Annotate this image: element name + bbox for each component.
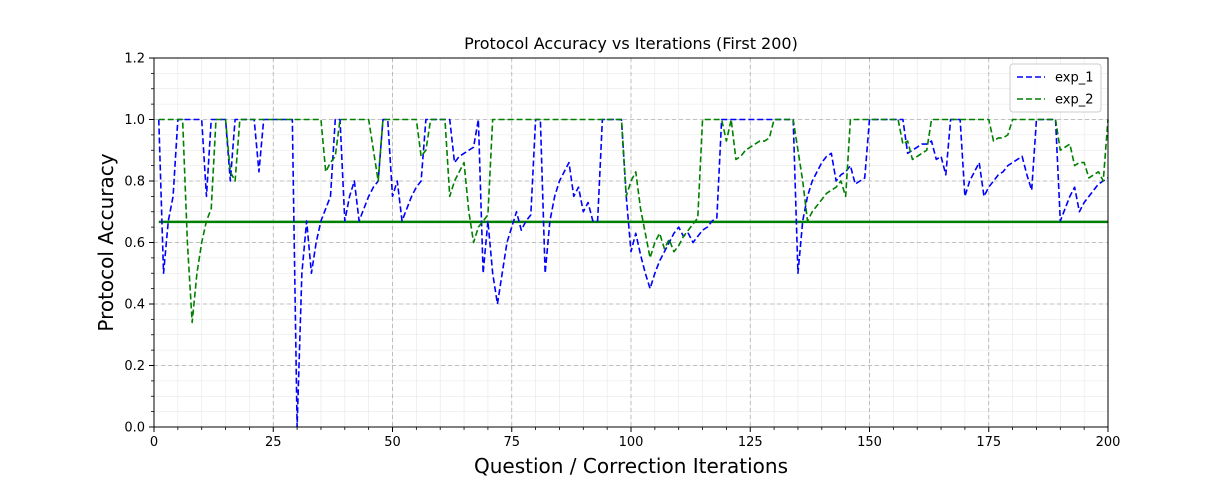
series-layer [157, 118, 1109, 428]
legend-label: exp_1 [1055, 71, 1094, 86]
y-tick-label: 1.2 [124, 52, 145, 67]
x-tick-label: 25 [265, 435, 282, 450]
y-axis-title: Protocol Accuracy [94, 153, 118, 331]
y-tick-label: 0.6 [124, 236, 145, 251]
legend: exp_1 exp_2 [1009, 63, 1102, 113]
x-tick-label: 175 [976, 435, 1001, 450]
x-tick-label: 75 [503, 435, 520, 450]
y-tick-label: 0.4 [124, 298, 145, 313]
legend-box [1009, 63, 1102, 113]
x-tick-label: 100 [619, 435, 644, 450]
y-tick-label: 1.0 [124, 113, 145, 128]
x-axis-title: Question / Correction Iterations [474, 454, 788, 478]
x-tick-label: 200 [1096, 435, 1121, 450]
y-tick-label: 0.2 [124, 359, 145, 374]
y-tick-label: 0.0 [124, 421, 145, 436]
y-tick-label: 0.8 [124, 175, 145, 190]
x-tick-label: 50 [384, 435, 401, 450]
x-tick-label: 150 [857, 435, 882, 450]
x-tick-label: 125 [738, 435, 763, 450]
x-axis-ticks: 0 25 50 75 100 125 150 175 200 [150, 427, 1121, 450]
series-line-exp-1 [157, 118, 1109, 428]
series-line-exp-2 [158, 118, 1109, 324]
x-tick-label: 0 [150, 435, 158, 450]
y-axis-ticks: 0.0 0.2 0.4 0.6 0.8 1.0 1.2 [124, 52, 154, 436]
legend-label: exp_2 [1055, 93, 1094, 108]
chart-title: Protocol Accuracy vs Iterations (First 2… [464, 34, 798, 53]
